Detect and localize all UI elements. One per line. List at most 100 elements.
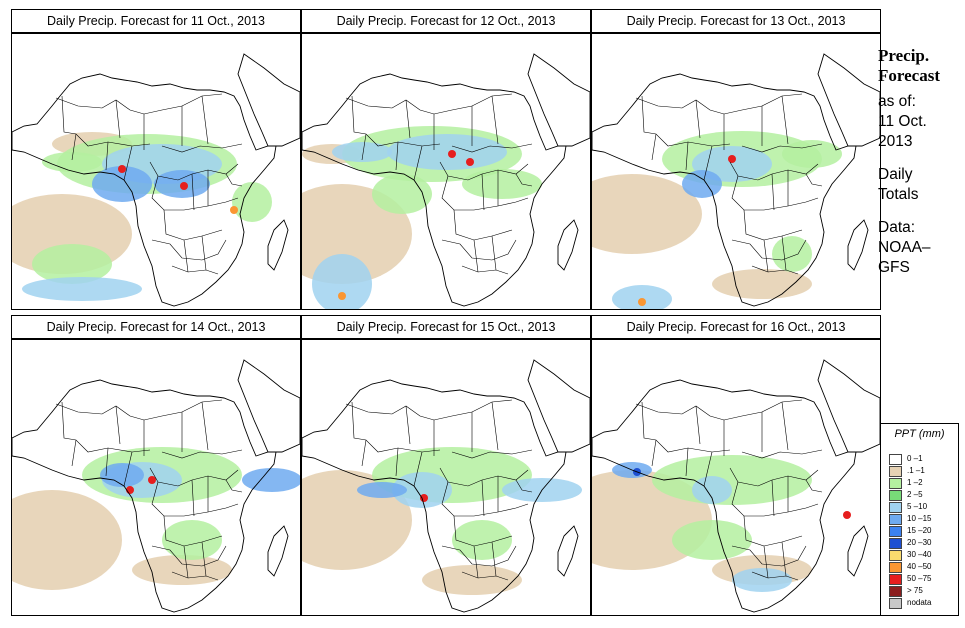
precip-hotspot xyxy=(843,511,851,519)
legend-swatch xyxy=(889,514,902,525)
precip-area xyxy=(32,244,112,284)
coastline xyxy=(847,219,869,271)
legend-swatch xyxy=(889,550,902,561)
country-border xyxy=(345,399,513,421)
precip-area xyxy=(232,182,272,222)
country-border xyxy=(171,265,219,275)
coastline xyxy=(267,219,289,271)
country-border xyxy=(151,239,227,261)
precip-area xyxy=(672,520,752,560)
forecast-panel-6: Daily Precip. Forecast for 16 Oct., 2013 xyxy=(591,315,881,616)
dry-area xyxy=(712,269,812,299)
precip-hotspot xyxy=(448,150,456,158)
coastline xyxy=(527,359,590,453)
country-border xyxy=(55,399,223,421)
country-border xyxy=(71,439,133,487)
precip-area xyxy=(772,236,812,272)
precip-hotspot xyxy=(728,155,736,163)
precip-hotspot xyxy=(180,182,188,190)
country-border xyxy=(441,545,517,567)
precip-map xyxy=(591,339,881,616)
country-border xyxy=(191,170,243,211)
country-border xyxy=(473,235,497,273)
precip-hotspot xyxy=(230,206,238,214)
legend-swatch xyxy=(889,562,902,573)
legend-label: 20 –30 xyxy=(907,538,932,547)
country-border xyxy=(451,449,533,459)
precip-area xyxy=(42,152,102,172)
country-border xyxy=(441,175,529,211)
country-border xyxy=(731,175,819,211)
precip-area xyxy=(452,520,512,560)
coastline xyxy=(267,525,289,577)
country-border xyxy=(405,95,499,150)
country-border xyxy=(191,476,243,517)
legend-swatch xyxy=(889,586,902,597)
country-border xyxy=(151,175,239,211)
side-info: Precip. Forecast as of: 11 Oct. 2013 Dai… xyxy=(878,46,963,278)
precip-area xyxy=(312,254,372,309)
asof-date-2: 2013 xyxy=(878,133,913,150)
precip-area xyxy=(22,277,142,301)
panel-title: Daily Precip. Forecast for 13 Oct., 2013 xyxy=(591,9,881,33)
country-border xyxy=(461,265,509,275)
dry-area xyxy=(422,565,522,595)
country-border xyxy=(345,93,513,115)
country-border xyxy=(55,93,223,115)
country-border xyxy=(441,481,529,517)
heading-line-1: Precip. xyxy=(878,46,930,65)
country-border xyxy=(451,143,533,153)
dry-area xyxy=(12,490,122,590)
legend-label: 2 –5 xyxy=(907,490,923,499)
precip-area xyxy=(92,166,152,202)
coastline xyxy=(592,379,857,613)
dry-area xyxy=(132,555,232,585)
legend-swatch xyxy=(889,478,902,489)
country-border xyxy=(361,133,423,181)
legend-swatch xyxy=(889,502,902,513)
forecast-panel-4: Daily Precip. Forecast for 14 Oct., 2013 xyxy=(11,315,301,616)
panel-title: Daily Precip. Forecast for 16 Oct., 2013 xyxy=(591,315,881,339)
country-border xyxy=(151,481,239,517)
legend-label: 50 –75 xyxy=(907,574,932,583)
coastline xyxy=(237,53,300,147)
asof-label: as of: xyxy=(878,93,916,110)
heading-line-2: Forecast xyxy=(878,66,940,85)
country-border xyxy=(651,133,713,181)
precip-map xyxy=(591,33,881,310)
legend-label: .1 –1 xyxy=(907,466,925,475)
country-border xyxy=(161,449,243,459)
country-border xyxy=(163,209,223,241)
data-label: Data: xyxy=(878,219,916,236)
country-border xyxy=(171,571,219,581)
coastline xyxy=(817,359,880,453)
country-border xyxy=(743,209,803,241)
legend-label: nodata xyxy=(907,598,932,607)
precip-area xyxy=(692,476,732,504)
precip-area xyxy=(332,142,392,162)
country-border xyxy=(71,133,133,181)
coastline xyxy=(557,525,579,577)
coastline xyxy=(12,73,277,307)
precip-map xyxy=(301,339,591,616)
country-border xyxy=(731,239,807,261)
legend-label: 40 –50 xyxy=(907,562,932,571)
country-border xyxy=(453,209,513,241)
country-border xyxy=(461,571,509,581)
coastline xyxy=(302,379,567,613)
country-border xyxy=(743,515,803,547)
coastline xyxy=(592,73,857,307)
precip-legend: PPT (mm) 0 –1 .1 –1 1 –2 2 –5 5 –10 10 –15 15 … xyxy=(880,423,959,616)
country-border xyxy=(731,545,807,567)
country-border xyxy=(115,95,209,150)
legend-label: 5 –10 xyxy=(907,502,928,511)
country-border xyxy=(161,143,243,153)
panel-title: Daily Precip. Forecast for 14 Oct., 2013 xyxy=(11,315,301,339)
country-border xyxy=(115,401,209,456)
panel-title: Daily Precip. Forecast for 11 Oct., 2013 xyxy=(11,9,301,33)
forecast-panel-5: Daily Precip. Forecast for 15 Oct., 2013 xyxy=(301,315,591,616)
country-border xyxy=(481,170,533,211)
country-border xyxy=(405,401,499,456)
source-line-1: NOAA– xyxy=(878,239,931,256)
legend-swatch xyxy=(889,574,902,585)
